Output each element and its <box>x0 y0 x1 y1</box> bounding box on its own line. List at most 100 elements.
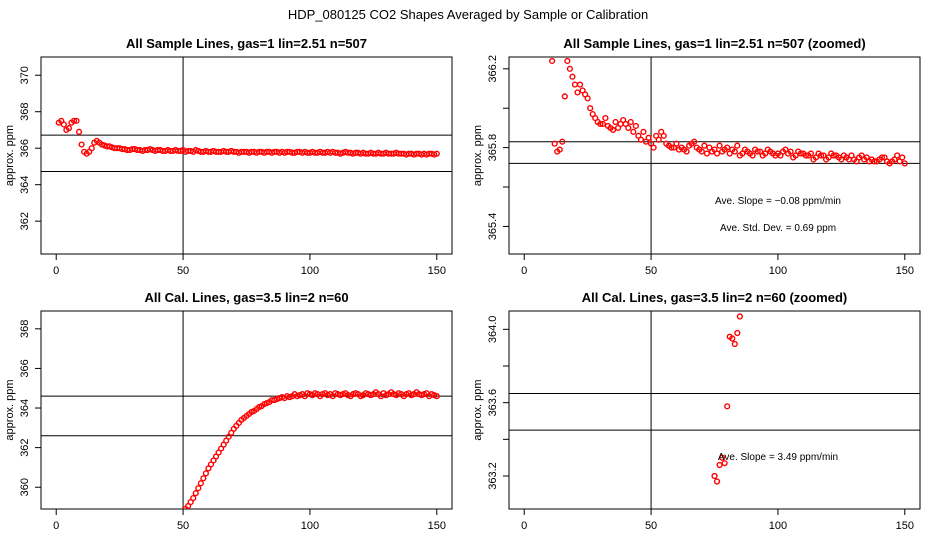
data-point <box>691 138 698 145</box>
data-point <box>637 136 645 143</box>
data-point <box>713 478 721 485</box>
data-point <box>701 142 708 149</box>
data-point <box>901 160 908 167</box>
data-point <box>749 152 756 159</box>
plot-frame <box>40 310 453 510</box>
data-point <box>78 141 85 148</box>
data-point <box>878 154 886 161</box>
x-tick-label: 100 <box>301 520 319 532</box>
data-point <box>754 148 761 155</box>
data-point <box>433 393 440 400</box>
data-point <box>556 146 563 153</box>
y-tick-label: 365.8 <box>487 134 499 162</box>
data-point <box>655 136 662 143</box>
x-tick-label: 100 <box>769 265 787 277</box>
y-tick-label: 364.0 <box>487 316 499 344</box>
data-point <box>70 117 78 124</box>
annotation: Ave. Slope = 3.49 ppm/min <box>718 452 838 463</box>
data-point <box>716 142 723 149</box>
data-point <box>632 122 639 130</box>
data-point <box>807 150 815 157</box>
data-point <box>587 105 594 112</box>
y-axis-label: approx. ppm <box>472 379 484 440</box>
data-point <box>716 461 723 469</box>
x-tick-label: 150 <box>896 265 914 277</box>
data-point <box>566 65 573 72</box>
data-point <box>734 142 741 149</box>
y-tick-label: 364 <box>19 399 31 417</box>
data-point <box>627 118 634 126</box>
data-point <box>197 480 204 487</box>
y-tick-label: 362 <box>19 438 31 456</box>
data-point <box>736 313 743 320</box>
data-point <box>551 140 558 147</box>
panel-3: All Cal. Lines, gas=3.5 lin=2 n=60 0 50 100… <box>4 290 453 532</box>
annotation: Ave. Std. Dev. = 0.69 ppm <box>720 223 836 234</box>
y-tick-label: 365.4 <box>487 213 499 241</box>
data-point <box>724 403 731 410</box>
x-tick-label: 150 <box>428 265 446 277</box>
data-point <box>731 148 738 155</box>
data-point <box>576 81 584 88</box>
x-tick-label: 150 <box>896 520 914 532</box>
data-point <box>88 145 95 152</box>
data-points <box>711 313 743 485</box>
data-point <box>75 128 83 135</box>
data-point <box>60 121 67 128</box>
panels: All Sample Lines, gas=1 lin=2.51 n=507 0 5… <box>4 36 921 532</box>
data-point <box>731 340 738 348</box>
x-tick-label: 100 <box>301 265 319 277</box>
y-tick-label: 370 <box>19 66 31 84</box>
data-point <box>574 89 581 96</box>
data-point <box>65 125 73 132</box>
data-point <box>802 152 809 159</box>
y-tick-label: 362 <box>19 212 31 230</box>
data-point <box>698 148 705 155</box>
panel-2: All Sample Lines, gas=1 lin=2.51 n=507 (… <box>472 36 921 277</box>
panel-title: All Sample Lines, gas=1 lin=2.51 n=507 <box>126 36 367 51</box>
y-axis-label: approx. ppm <box>4 379 16 440</box>
data-point <box>202 470 210 477</box>
data-point <box>817 152 825 159</box>
data-point <box>192 490 199 497</box>
data-point <box>200 475 207 482</box>
x-tick-label: 50 <box>645 520 657 532</box>
x-tick-label: 100 <box>769 520 787 532</box>
data-point <box>830 152 837 159</box>
data-point <box>561 93 568 100</box>
data-point <box>668 144 675 151</box>
y-tick-label: 360 <box>19 478 31 496</box>
data-point <box>894 152 901 159</box>
data-point <box>721 460 728 467</box>
data-points <box>549 57 908 167</box>
x-tick-label: 50 <box>645 265 657 277</box>
figure-title: HDP_080125 CO2 Shapes Averaged by Sample… <box>288 7 648 22</box>
plot-frame <box>508 56 921 255</box>
x-tick-label: 50 <box>177 265 189 277</box>
data-point <box>673 140 680 147</box>
data-point <box>734 329 741 337</box>
y-tick-label: 363.2 <box>487 462 499 490</box>
x-tick-label: 0 <box>53 265 59 277</box>
y-tick-label: 366.2 <box>487 55 499 83</box>
data-point <box>564 57 571 65</box>
annotation: Ave. Slope = −0.08 ppm/min <box>715 196 841 207</box>
data-points <box>55 117 440 158</box>
data-point <box>645 134 652 141</box>
data-point <box>683 148 690 155</box>
data-point <box>549 57 556 65</box>
data-point <box>612 118 619 126</box>
data-point <box>602 114 609 122</box>
panel-1: All Sample Lines, gas=1 lin=2.51 n=507 0 5… <box>4 36 453 277</box>
data-point <box>787 148 794 155</box>
data-point <box>640 128 647 135</box>
y-tick-label: 363.6 <box>487 389 499 417</box>
plot-frame <box>508 310 921 510</box>
panel-4: All Cal. Lines, gas=3.5 lin=2 n=60 (zoom… <box>472 290 921 532</box>
plot-frame <box>40 56 453 255</box>
data-point <box>599 120 606 128</box>
y-axis-label: approx. ppm <box>472 125 484 186</box>
data-point <box>569 73 576 80</box>
x-tick-label: 50 <box>177 520 189 532</box>
data-point <box>195 485 202 492</box>
